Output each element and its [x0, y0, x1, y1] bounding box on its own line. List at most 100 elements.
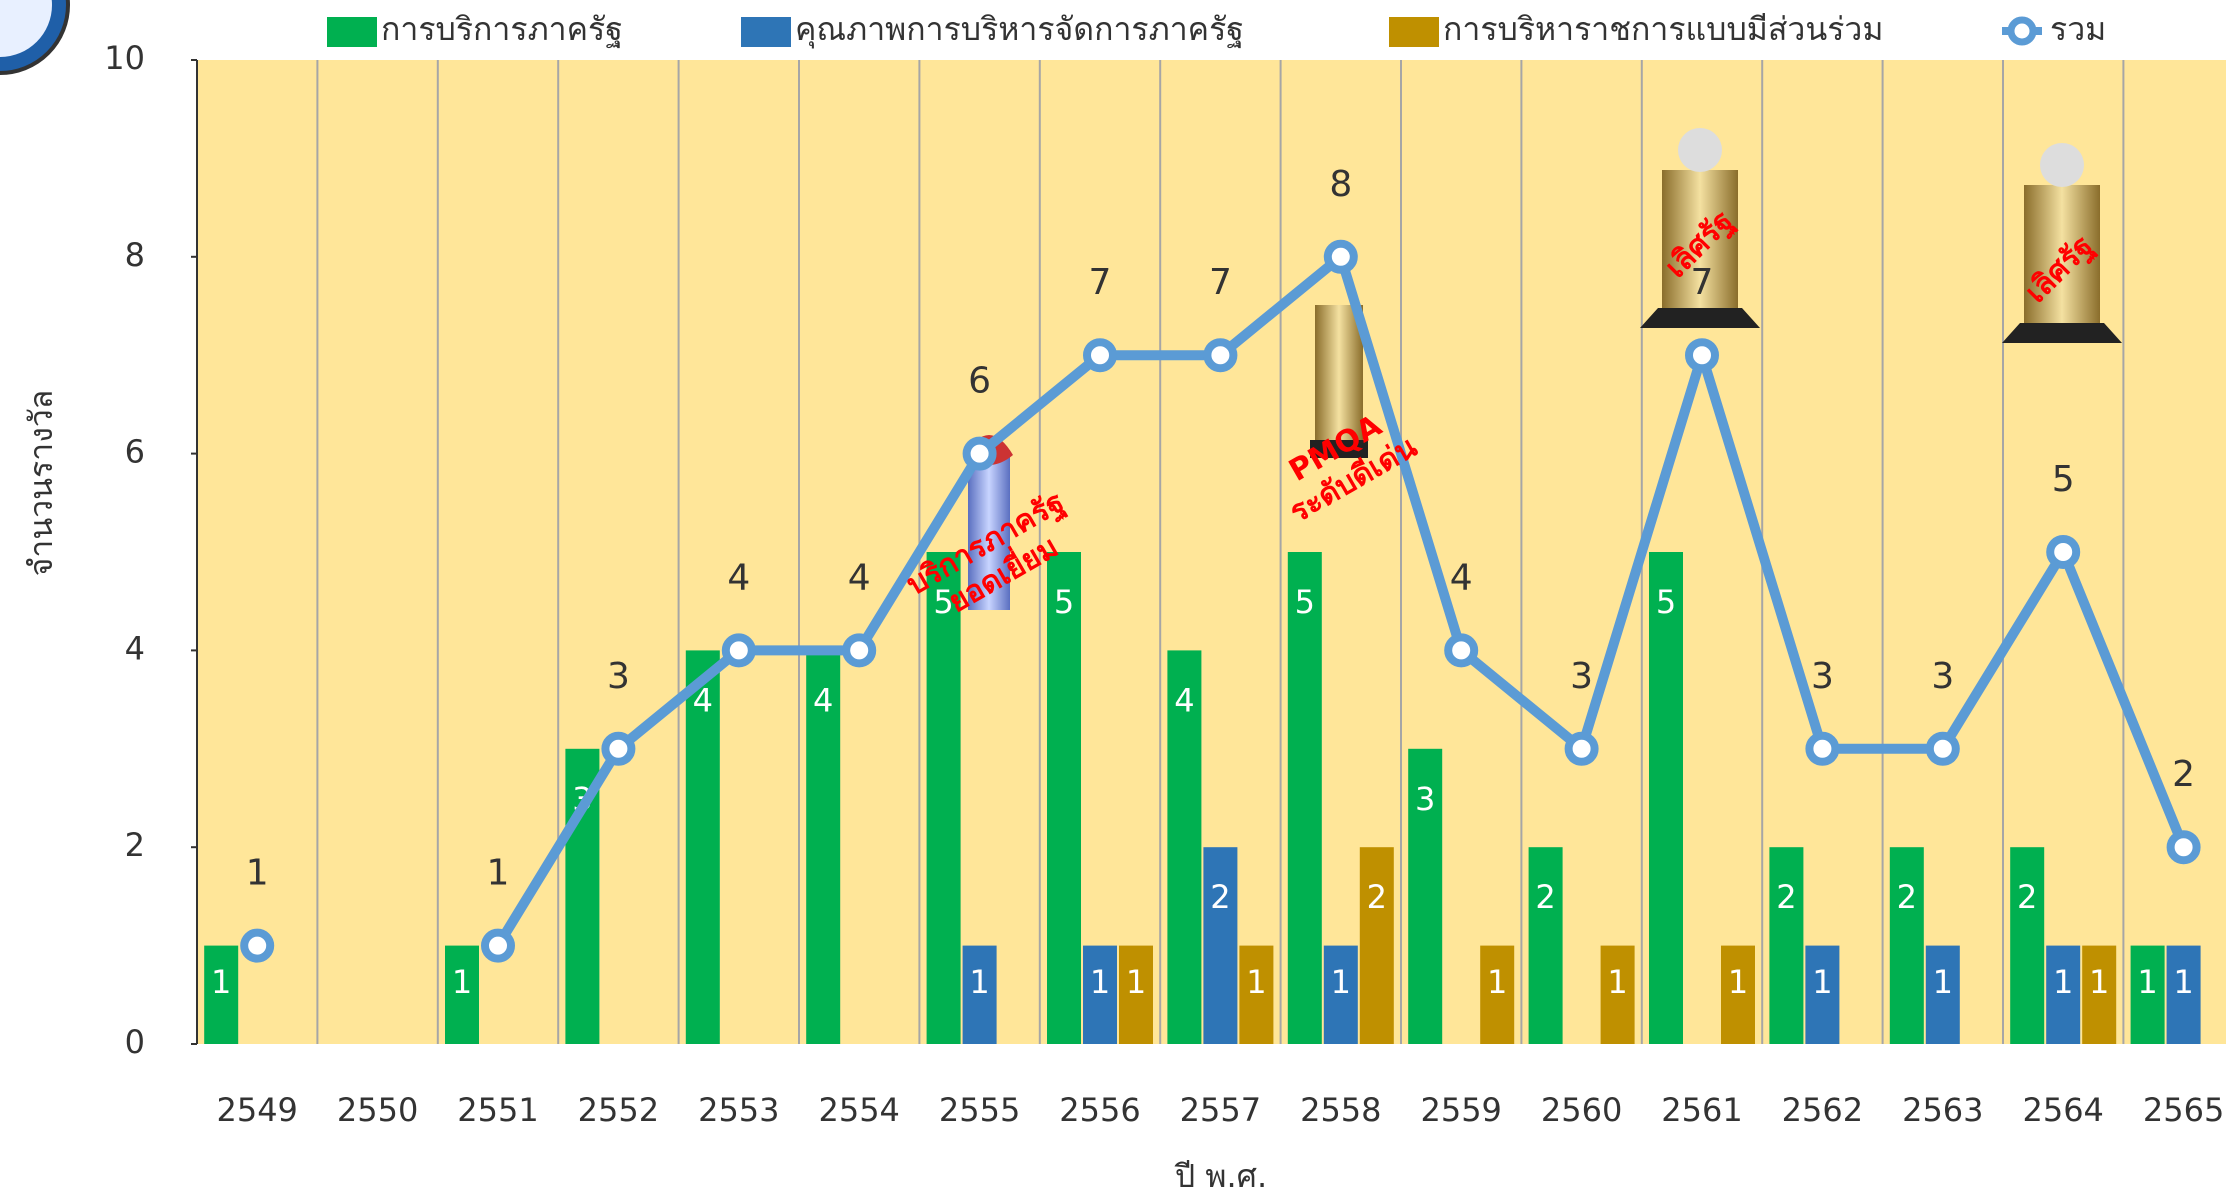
- bar-value-label: 2: [1897, 878, 1917, 916]
- bar-value-label: 2: [1210, 878, 1230, 916]
- x-tick-label: 2560: [1541, 1091, 1622, 1129]
- line-marker: [605, 736, 631, 762]
- trophy-base: [1640, 308, 1760, 328]
- data-label: 1: [487, 853, 510, 894]
- bar-value-label: 1: [1728, 963, 1748, 1001]
- line-marker: [1087, 342, 1113, 368]
- line-marker: [2050, 539, 2076, 565]
- legend-label: การบริการภาครัฐ: [381, 10, 623, 49]
- y-tick-label: 2: [125, 826, 145, 864]
- bar: [1890, 847, 1924, 1044]
- line-marker: [1809, 736, 1835, 762]
- x-tick-label: 2564: [2022, 1091, 2103, 1129]
- bar-value-label: 1: [1090, 963, 1110, 1001]
- bar: [1529, 847, 1563, 1044]
- bar-value-label: 1: [2173, 963, 2193, 1001]
- bar-value-label: 5: [1295, 583, 1315, 621]
- x-tick-label: 2557: [1180, 1091, 1261, 1129]
- x-axis-title: ปี พ.ศ.: [1174, 1157, 1267, 1195]
- data-label: 6: [968, 361, 991, 402]
- y-tick-label: 6: [125, 433, 145, 471]
- bar-value-label: 1: [211, 963, 231, 1001]
- bar-value-label: 4: [813, 681, 833, 719]
- y-tick-label: 10: [104, 39, 145, 77]
- bar: [1360, 847, 1394, 1044]
- logo: [0, 0, 68, 73]
- trophy-base: [2002, 323, 2122, 343]
- legend-label: รวม: [2050, 10, 2106, 48]
- bar: [1203, 847, 1237, 1044]
- data-label: 3: [1570, 656, 1593, 697]
- bar: [1649, 552, 1683, 1044]
- y-tick-label: 0: [125, 1023, 145, 1061]
- bar-value-label: 2: [2017, 878, 2037, 916]
- legend-swatch: [1389, 17, 1439, 47]
- data-label: 7: [1209, 262, 1232, 303]
- bar-value-label: 1: [1331, 963, 1351, 1001]
- bar-value-label: 2: [1367, 878, 1387, 916]
- legend-swatch: [741, 17, 791, 47]
- line-marker: [1328, 244, 1354, 270]
- bar-value-label: 1: [1607, 963, 1627, 1001]
- x-tick-label: 2563: [1902, 1091, 1983, 1129]
- line-marker: [846, 637, 872, 663]
- line-marker: [1207, 342, 1233, 368]
- chart: 1134455453252221112111111121111113446778…: [0, 0, 2226, 1198]
- data-label: 2: [2172, 754, 2195, 795]
- data-label: 5: [2052, 459, 2075, 500]
- x-tick-label: 2551: [457, 1091, 538, 1129]
- bar-value-label: 1: [452, 963, 472, 1001]
- y-axis-title: จำนวนรางวัล: [22, 390, 60, 577]
- line-marker: [726, 637, 752, 663]
- data-label: 3: [1811, 656, 1834, 697]
- bar-value-label: 1: [2053, 963, 2073, 1001]
- bar-value-label: 3: [1415, 780, 1435, 818]
- bar-value-label: 2: [1776, 878, 1796, 916]
- bar-value-label: 2: [1535, 878, 1555, 916]
- bar-value-label: 1: [969, 963, 989, 1001]
- legend-label: คุณภาพการบริหารจัดการภาครัฐ: [795, 10, 1244, 49]
- data-label: 3: [1931, 656, 1954, 697]
- data-label: 4: [1450, 557, 1473, 598]
- line-marker: [1569, 736, 1595, 762]
- y-tick-label: 8: [125, 236, 145, 274]
- x-tick-label: 2556: [1059, 1091, 1140, 1129]
- x-tick-label: 2558: [1300, 1091, 1381, 1129]
- bar-value-label: 5: [1656, 583, 1676, 621]
- page: 1134455453252221112111111121111113446778…: [0, 0, 2226, 1198]
- x-tick-label: 2552: [578, 1091, 659, 1129]
- bar-value-label: 1: [1812, 963, 1832, 1001]
- bar: [927, 552, 961, 1044]
- line-marker: [485, 933, 511, 959]
- bar-value-label: 1: [2089, 963, 2109, 1001]
- line-marker: [1930, 736, 1956, 762]
- legend-marker: [2011, 20, 2033, 42]
- bar: [1047, 552, 1081, 1044]
- x-tick-label: 2562: [1782, 1091, 1863, 1129]
- x-tick-label: 2561: [1661, 1091, 1742, 1129]
- data-label: 1: [246, 853, 269, 894]
- data-label: 7: [1089, 262, 1112, 303]
- line-marker: [1448, 637, 1474, 663]
- bar-value-label: 4: [1174, 681, 1194, 719]
- bar-value-label: 1: [1933, 963, 1953, 1001]
- bar: [1288, 552, 1322, 1044]
- line-marker: [1689, 342, 1715, 368]
- bar-value-label: 1: [1126, 963, 1146, 1001]
- x-tick-label: 2549: [216, 1091, 297, 1129]
- x-tick-label: 2553: [698, 1091, 779, 1129]
- x-tick-label: 2559: [1420, 1091, 1501, 1129]
- trophy-top: [1678, 128, 1722, 172]
- legend-label: การบริหาราชการแบบมีส่วนร่วม: [1443, 10, 1883, 48]
- data-label: 3: [607, 656, 630, 697]
- bar-value-label: 1: [2137, 963, 2157, 1001]
- x-tick-label: 2554: [818, 1091, 899, 1129]
- trophy-top: [2040, 143, 2084, 187]
- bar-value-label: 1: [1487, 963, 1507, 1001]
- x-tick-label: 2565: [2143, 1091, 2224, 1129]
- data-label: 8: [1329, 164, 1352, 205]
- bar-value-label: 5: [1054, 583, 1074, 621]
- data-label: 4: [727, 557, 750, 598]
- bar: [1769, 847, 1803, 1044]
